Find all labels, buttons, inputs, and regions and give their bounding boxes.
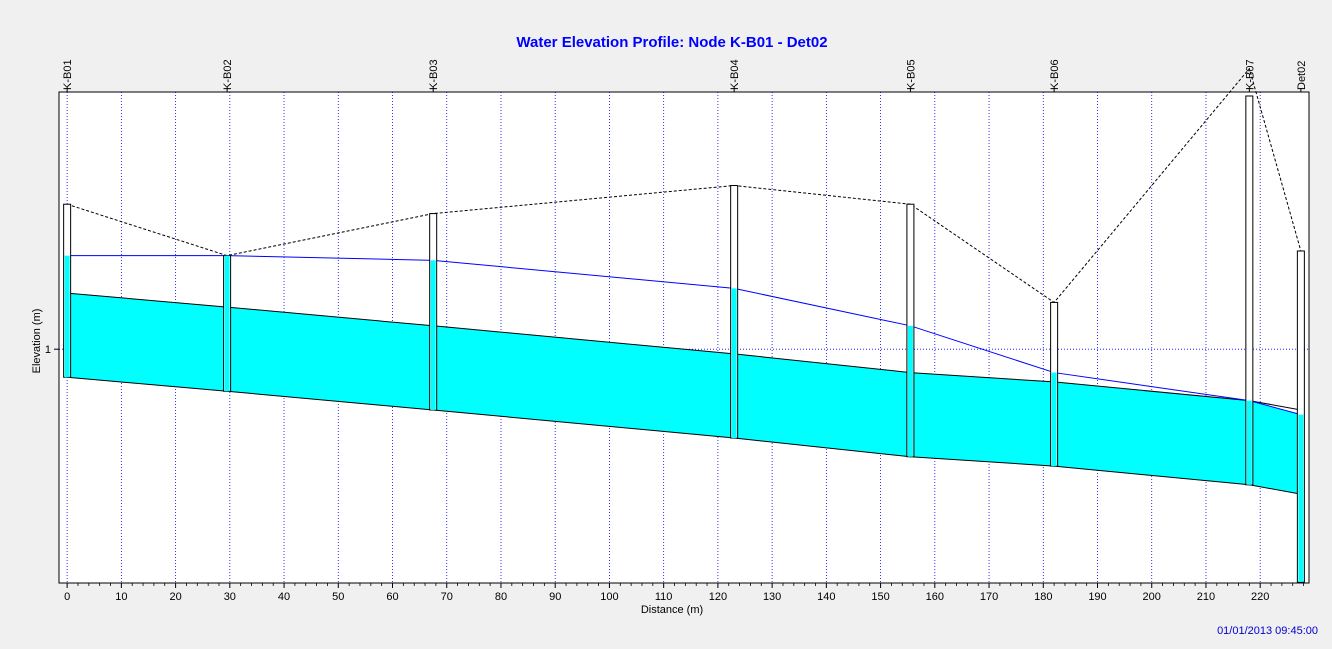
link-invert: [1249, 484, 1301, 495]
link-water-fill: [67, 293, 228, 392]
link-invert: [433, 409, 735, 439]
link-crown: [1249, 400, 1301, 411]
y-tick-label: 1: [45, 344, 51, 356]
link-water-fill: [227, 307, 434, 410]
node-label-Det02: Det02: [1296, 61, 1308, 90]
link-invert: [734, 437, 911, 458]
plot-frame: [58, 91, 1310, 584]
link-crown: [910, 372, 1055, 383]
hgl-polyline: [67, 255, 1301, 416]
x-tick-label: 130: [763, 591, 781, 603]
node-manholes: [63, 95, 1305, 583]
node-label-K-B01: K-B01: [62, 59, 74, 90]
x-tick-label: 220: [1251, 591, 1269, 603]
water-fill: [67, 293, 1301, 495]
link-water-fill: [734, 353, 911, 457]
x-tick-label: 150: [871, 591, 889, 603]
link-invert: [1054, 465, 1250, 486]
y-axis-label: Elevation (m): [31, 309, 43, 374]
link-crown: [227, 306, 434, 327]
node-label-K-B05: K-B05: [905, 59, 917, 90]
manhole-water-Det02: [1298, 414, 1304, 582]
chart-title: Water Elevation Profile: Node K-B01 - De…: [516, 34, 827, 51]
node-label-K-B04: K-B04: [729, 59, 741, 90]
x-axis-label: Distance (m): [641, 604, 703, 616]
x-tick-label: 180: [1034, 591, 1052, 603]
x-tick-label: 40: [278, 591, 290, 603]
link-invert: [910, 456, 1055, 467]
manhole-water-K-B06: [1051, 372, 1057, 467]
manhole-water-K-B03: [430, 260, 436, 410]
x-tick-label: 20: [169, 591, 181, 603]
manhole-water-K-B01: [64, 255, 70, 378]
x-tick-label: 70: [441, 591, 453, 603]
pipe-outlines: [67, 292, 1301, 495]
x-tick-label: 120: [709, 591, 727, 603]
x-tick-label: 140: [817, 591, 835, 603]
x-tick-label: 90: [549, 591, 561, 603]
timestamp: 01/01/2013 09:45:00: [1217, 625, 1318, 637]
manhole-water-K-B07: [1246, 400, 1252, 485]
link-water-fill: [1249, 400, 1301, 495]
ground-polyline: [66, 67, 1302, 304]
x-tick-label: 100: [600, 591, 618, 603]
link-crown: [1054, 381, 1250, 402]
link-crown: [734, 353, 911, 374]
x-tick-label: 190: [1088, 591, 1106, 603]
manhole-water-K-B04: [731, 288, 737, 439]
x-tick-label: 200: [1143, 591, 1161, 603]
link-invert: [227, 390, 434, 411]
node-label-K-B07: K-B07: [1244, 59, 1256, 90]
x-tick-label: 110: [655, 591, 673, 603]
node-label-K-B03: K-B03: [428, 59, 440, 90]
node-label-K-B06: K-B06: [1049, 59, 1061, 90]
link-invert: [67, 376, 228, 392]
link-water-fill: [910, 372, 1055, 467]
x-tick-label: 170: [980, 591, 998, 603]
link-crown: [433, 325, 735, 355]
manhole-water-K-B02: [224, 255, 230, 392]
x-tick-label: 160: [926, 591, 944, 603]
manhole-water-K-B05: [907, 325, 913, 457]
link-water-fill: [1054, 381, 1250, 485]
x-axis: 0 10 20 30 40 50 60 70 80 90 100 110 120 130 140 150 160…: [64, 583, 1304, 603]
node-label-K-B02: K-B02: [222, 59, 234, 90]
x-tick-label: 30: [224, 591, 236, 603]
hydraulic-grade-line: [67, 255, 1301, 416]
x-tick-label: 80: [495, 591, 507, 603]
link-crown: [67, 292, 228, 308]
ground-line: [66, 67, 1302, 304]
node-labels: K-B01 K-B02 K-B03 K-B04 K-B05 K-B06 K-B07 Det02: [62, 59, 1308, 92]
x-tick-label: 50: [332, 591, 344, 603]
link-water-fill: [433, 325, 735, 439]
x-tick-label: 0: [64, 591, 70, 603]
x-tick-label: 60: [386, 591, 398, 603]
x-tick-label: 210: [1197, 591, 1215, 603]
y-axis: 1: [45, 344, 59, 356]
x-tick-label: 10: [115, 591, 127, 603]
